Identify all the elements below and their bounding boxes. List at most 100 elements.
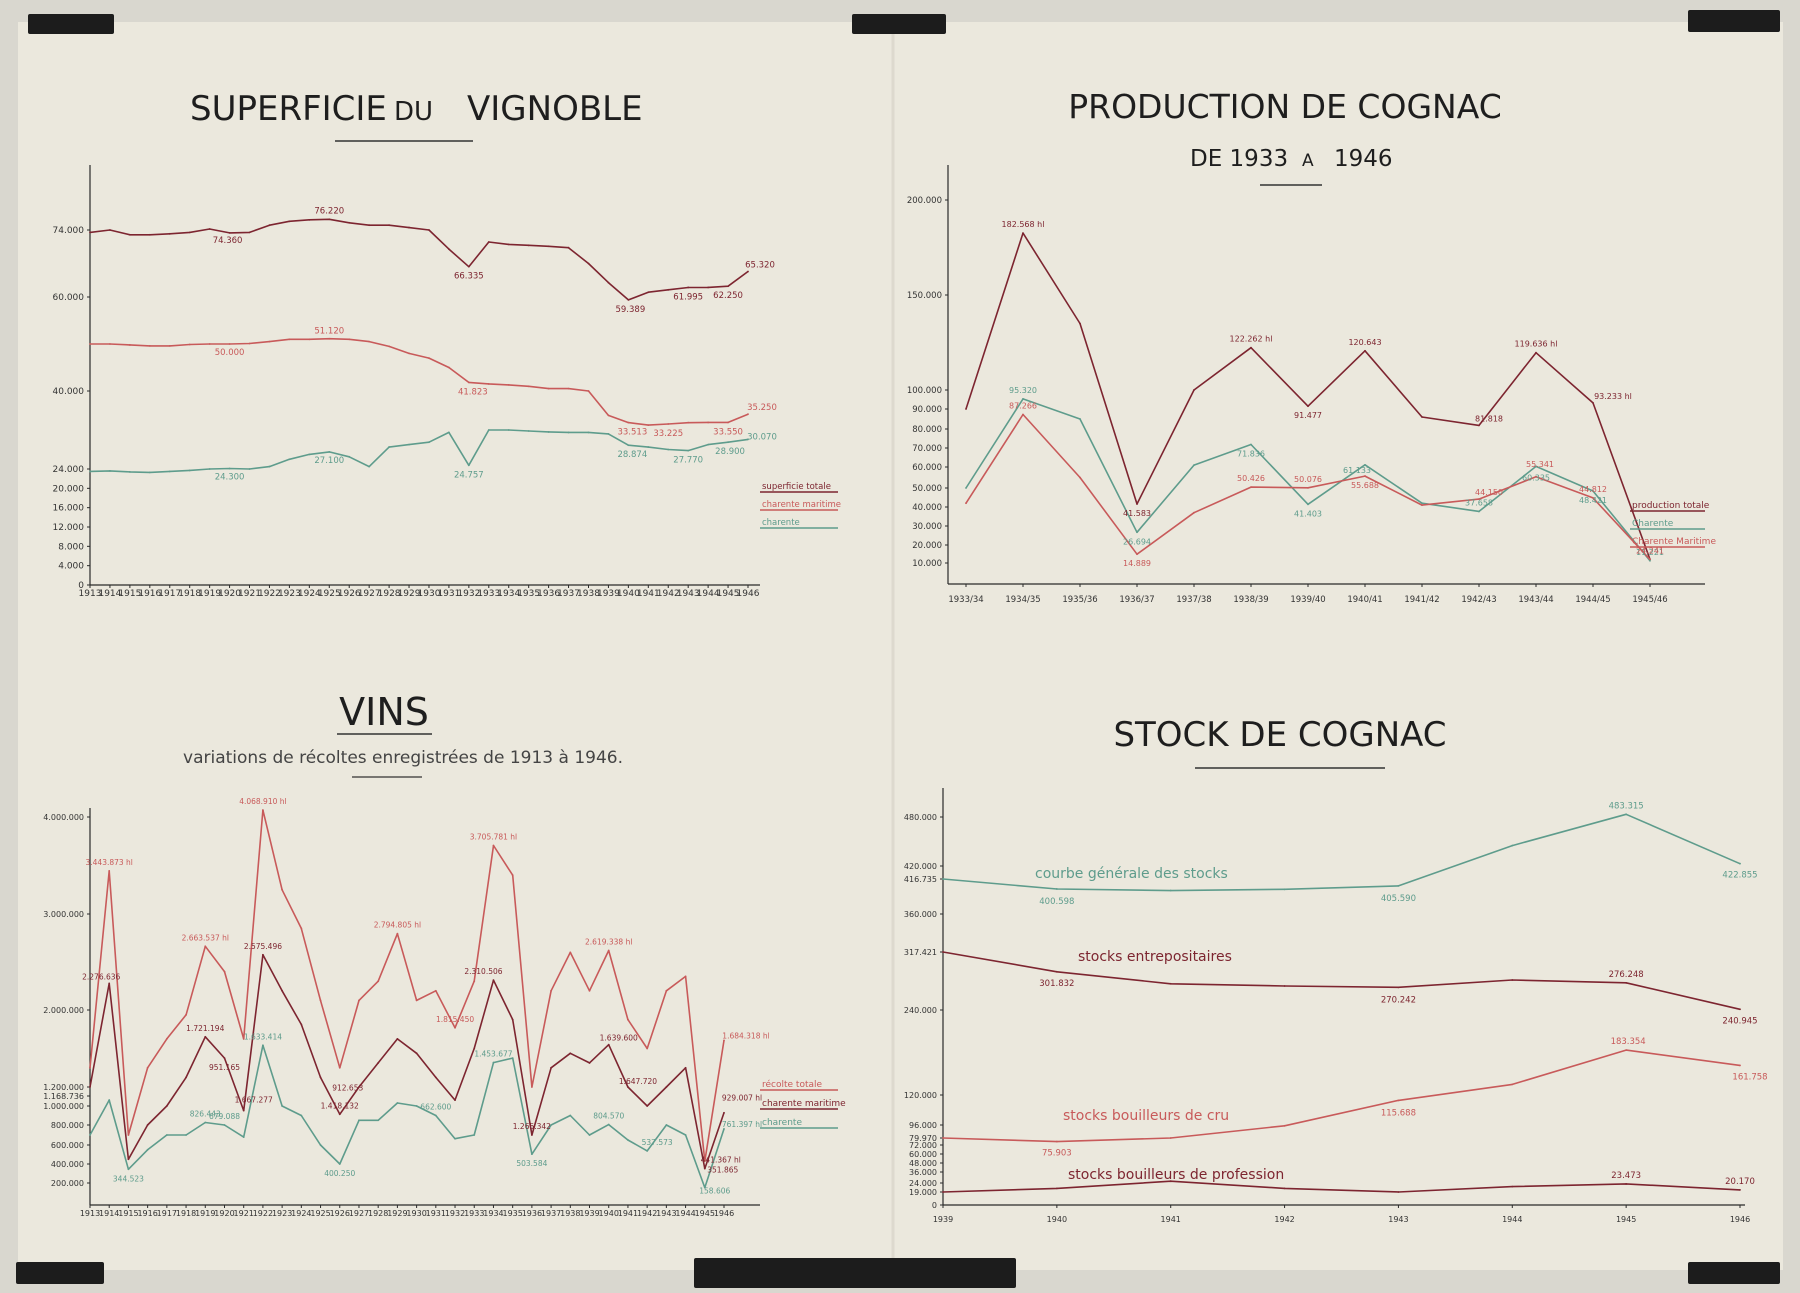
vignoble-data-point: [527, 430, 530, 432]
vignoble-x-tick-label: 1936: [537, 589, 560, 599]
vins-data-point: [454, 1099, 456, 1101]
vins-data-point: [223, 970, 226, 973]
vignoble-data-label: 59.389: [615, 305, 645, 315]
stock-y-tick-label: 24.000: [909, 1179, 937, 1188]
vignoble-data-point: [547, 387, 550, 390]
vins-data-point: [530, 1086, 533, 1088]
vins-data-label: 2.794.805 hl: [374, 921, 421, 930]
vins-data-point: [665, 1124, 668, 1126]
vins-data-point: [281, 1105, 284, 1107]
production-data-point: [965, 502, 967, 505]
vins-data-label: 761.397 hl: [722, 1120, 762, 1129]
vins-data-point: [723, 1127, 725, 1130]
production-x-tick-label: 1938/39: [1233, 595, 1268, 605]
production-data-point: [1592, 401, 1594, 404]
vignoble-data-point: [328, 451, 331, 453]
stock-data-point: [1397, 1191, 1400, 1193]
vignoble-x-tick-label: 1938: [577, 589, 600, 599]
vins-series-line-2: [89, 1044, 725, 1189]
production-data-label: 11.221: [1636, 548, 1664, 557]
vins-data-point: [358, 999, 360, 1002]
stock-data-point: [942, 951, 944, 953]
vignoble-data-point: [607, 433, 610, 435]
vignoble-data-point: [428, 441, 430, 444]
stock-x-tick-label: 1940: [1047, 1215, 1067, 1224]
title-vins-main: VINS: [339, 690, 429, 734]
vins-legend-label: récolte totale: [762, 1079, 823, 1090]
vignoble-data-point: [687, 421, 690, 424]
vins-legend-label: charente: [762, 1118, 802, 1128]
vins-data-point: [511, 1018, 514, 1021]
production-x-tick-label: 1940/41: [1347, 595, 1382, 605]
vins-data-point: [492, 844, 495, 847]
title-production-sub-b: A: [1302, 151, 1314, 171]
vignoble-data-point: [188, 469, 191, 472]
stock-data-point: [1511, 1185, 1514, 1188]
tape-bottom-left: [16, 1262, 104, 1284]
vignoble-data-point: [288, 220, 291, 223]
vins-data-label: 1.815.450: [436, 1015, 474, 1024]
vignoble-data-label: 33.513: [617, 428, 647, 438]
production-data-point: [1079, 418, 1081, 420]
vins-data-point: [146, 1148, 149, 1151]
stock-y-tick-label: 120.000: [904, 1091, 937, 1100]
vins-data-point: [108, 1099, 111, 1101]
vins-data-label: 503.584: [516, 1159, 547, 1168]
vignoble-data-label: 62.250: [713, 291, 743, 301]
vignoble-data-point: [587, 431, 590, 434]
vignoble-x-tick-label: 1913: [79, 589, 102, 599]
vignoble-data-point: [408, 443, 410, 446]
vignoble-data-label: 24.300: [215, 473, 245, 483]
stock-data-label: 161.758: [1732, 1072, 1767, 1082]
stock-data-point: [1739, 1188, 1741, 1191]
stock-data-label: 23.473: [1611, 1171, 1641, 1181]
vins-x-tick-label: 1925: [310, 1209, 330, 1218]
production-data-point: [1649, 558, 1651, 561]
production-data-label: 44.812: [1579, 485, 1607, 494]
vignoble-data-point: [587, 390, 590, 392]
production-data-label: 95.320: [1009, 386, 1037, 395]
stock-series-name: stocks entrepositaires: [1078, 949, 1232, 965]
vins-x-tick-label: 1944: [675, 1209, 695, 1218]
vignoble-data-point: [567, 431, 570, 434]
vignoble-data-point: [288, 458, 291, 461]
vins-data-label: 679.088: [209, 1112, 240, 1121]
vignoble-y-tick-label: 60.000: [53, 293, 85, 303]
stock-data-point: [1625, 981, 1628, 984]
vignoble-x-tick-label: 1918: [178, 589, 201, 599]
vins-x-tick-label: 1931: [426, 1209, 446, 1218]
vignoble-data-label: 33.225: [653, 429, 683, 439]
vignoble-x-tick-label: 1933: [477, 589, 500, 599]
vins-data-point: [300, 1023, 303, 1026]
vignoble-data-label: 28.874: [617, 450, 647, 460]
vins-data-point: [185, 1013, 187, 1016]
vins-data-label: 929.007 hl: [722, 1094, 762, 1103]
stock-y-tick-label: 72.000: [909, 1141, 937, 1150]
stock-data-point: [1625, 1049, 1628, 1052]
production-data-point: [1193, 389, 1195, 391]
production-data-point: [1193, 464, 1195, 466]
vignoble-x-tick-label: 1924: [298, 589, 321, 599]
vignoble-x-tick-label: 1939: [597, 589, 620, 599]
vins-data-point: [627, 1139, 629, 1141]
vignoble-y-tick-label: 12.000: [53, 523, 85, 533]
vins-data-point: [223, 1057, 226, 1060]
production-data-point: [965, 408, 967, 410]
stock-y-tick-label: 0: [932, 1201, 937, 1210]
stock-y-tick-label: 240.000: [904, 1006, 937, 1015]
vignoble-data-point: [288, 338, 291, 341]
vignoble-data-point: [388, 446, 390, 448]
vins-data-point: [588, 1134, 591, 1136]
vignoble-x-tick-label: 1915: [118, 589, 141, 599]
stock-data-point: [1739, 1064, 1741, 1067]
vins-x-tick-label: 1915: [118, 1209, 138, 1218]
title-vins-subtitle: variations de récoltes enregistrées de 1…: [183, 748, 623, 768]
production-data-label: 55.688: [1351, 481, 1379, 490]
vignoble-data-point: [607, 281, 610, 284]
vins-data-point: [607, 1043, 610, 1046]
stock-y-tick-label: 416.735: [904, 875, 937, 884]
production-data-point: [1022, 413, 1024, 416]
vins-data-label: 1.418.132: [321, 1101, 359, 1110]
stock-x-tick-label: 1946: [1730, 1215, 1750, 1224]
production-data-label: 122.262 hl: [1230, 335, 1273, 344]
